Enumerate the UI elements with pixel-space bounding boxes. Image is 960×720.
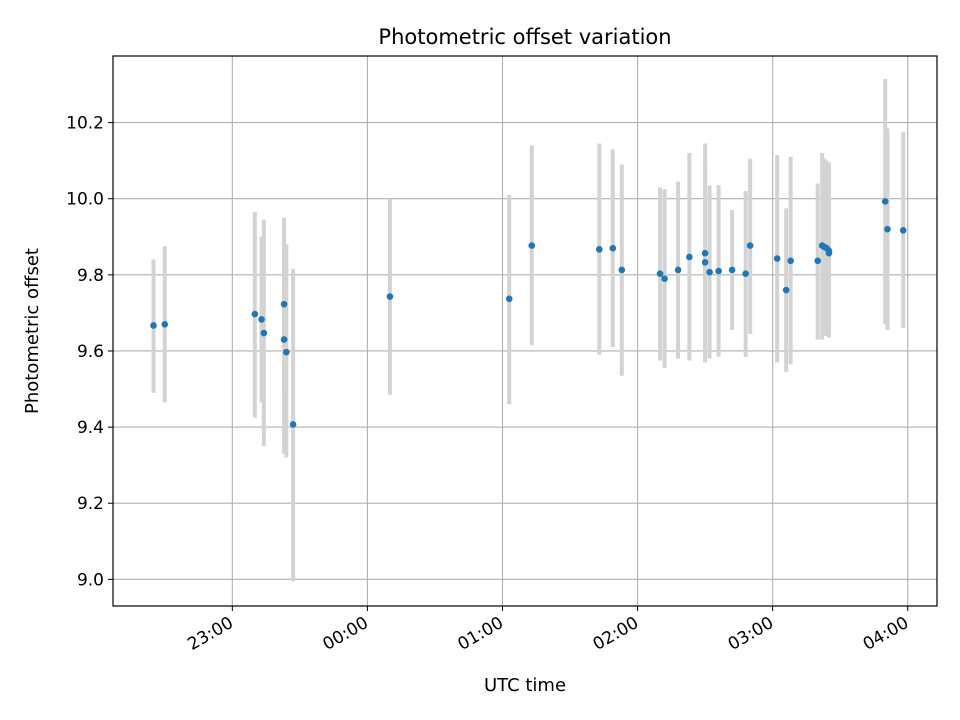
chart-title: Photometric offset variation (378, 25, 671, 49)
y-tick-label: 9.4 (77, 418, 104, 438)
data-point (260, 329, 268, 337)
data-point (787, 257, 794, 265)
data-point (728, 266, 736, 274)
y-tick-label: 10.2 (66, 114, 104, 134)
x-tick-label: 01:00 (455, 613, 507, 655)
y-tick-label: 9.8 (77, 266, 104, 286)
data-point (701, 258, 709, 266)
data-point (661, 275, 668, 282)
y-tick-label: 9.6 (77, 342, 104, 362)
y-tick-label: 10.0 (66, 190, 104, 210)
data-point (701, 249, 709, 257)
x-tick-label: 04:00 (860, 613, 912, 655)
x-tick-label: 03:00 (725, 613, 777, 655)
plot-frame (112, 55, 938, 607)
x-tick-label: 23:00 (184, 613, 236, 655)
data-point (742, 270, 749, 278)
data-point (706, 268, 713, 276)
data-point (595, 246, 603, 253)
data-point (289, 421, 297, 428)
data-point (814, 257, 821, 265)
y-tick-label: 9.0 (77, 570, 104, 590)
data-points (150, 198, 907, 428)
data-point (674, 266, 682, 274)
grid (113, 56, 937, 606)
x-axis-label: UTC time (484, 675, 566, 696)
data-point (283, 348, 290, 356)
data-point (899, 227, 907, 234)
data-point (715, 267, 722, 275)
data-point (258, 316, 265, 323)
error-bars (151, 78, 906, 582)
data-point (746, 242, 754, 249)
y-tick-label: 9.2 (77, 494, 104, 514)
data-point (150, 322, 157, 329)
data-point (884, 225, 891, 233)
data-point (825, 247, 833, 255)
data-point (161, 321, 169, 328)
data-point (386, 293, 394, 300)
data-point (251, 310, 259, 318)
x-tick-label: 00:00 (319, 613, 371, 655)
data-point (881, 198, 889, 205)
data-point (609, 244, 617, 252)
y-axis-label: Photometric offset (22, 248, 43, 414)
data-point (656, 270, 664, 278)
data-point (686, 253, 693, 261)
data-point (528, 242, 536, 249)
data-point (618, 266, 626, 274)
data-point (280, 300, 288, 308)
data-point (773, 255, 781, 262)
data-point (782, 286, 790, 294)
axis-ticks: 23:00 00:00 01:00 02:00 03:00 04:00 9.0 9.2 9.4 9… (66, 114, 912, 655)
data-point (280, 336, 288, 343)
data-point (505, 295, 513, 303)
x-tick-label: 02:00 (590, 613, 642, 655)
